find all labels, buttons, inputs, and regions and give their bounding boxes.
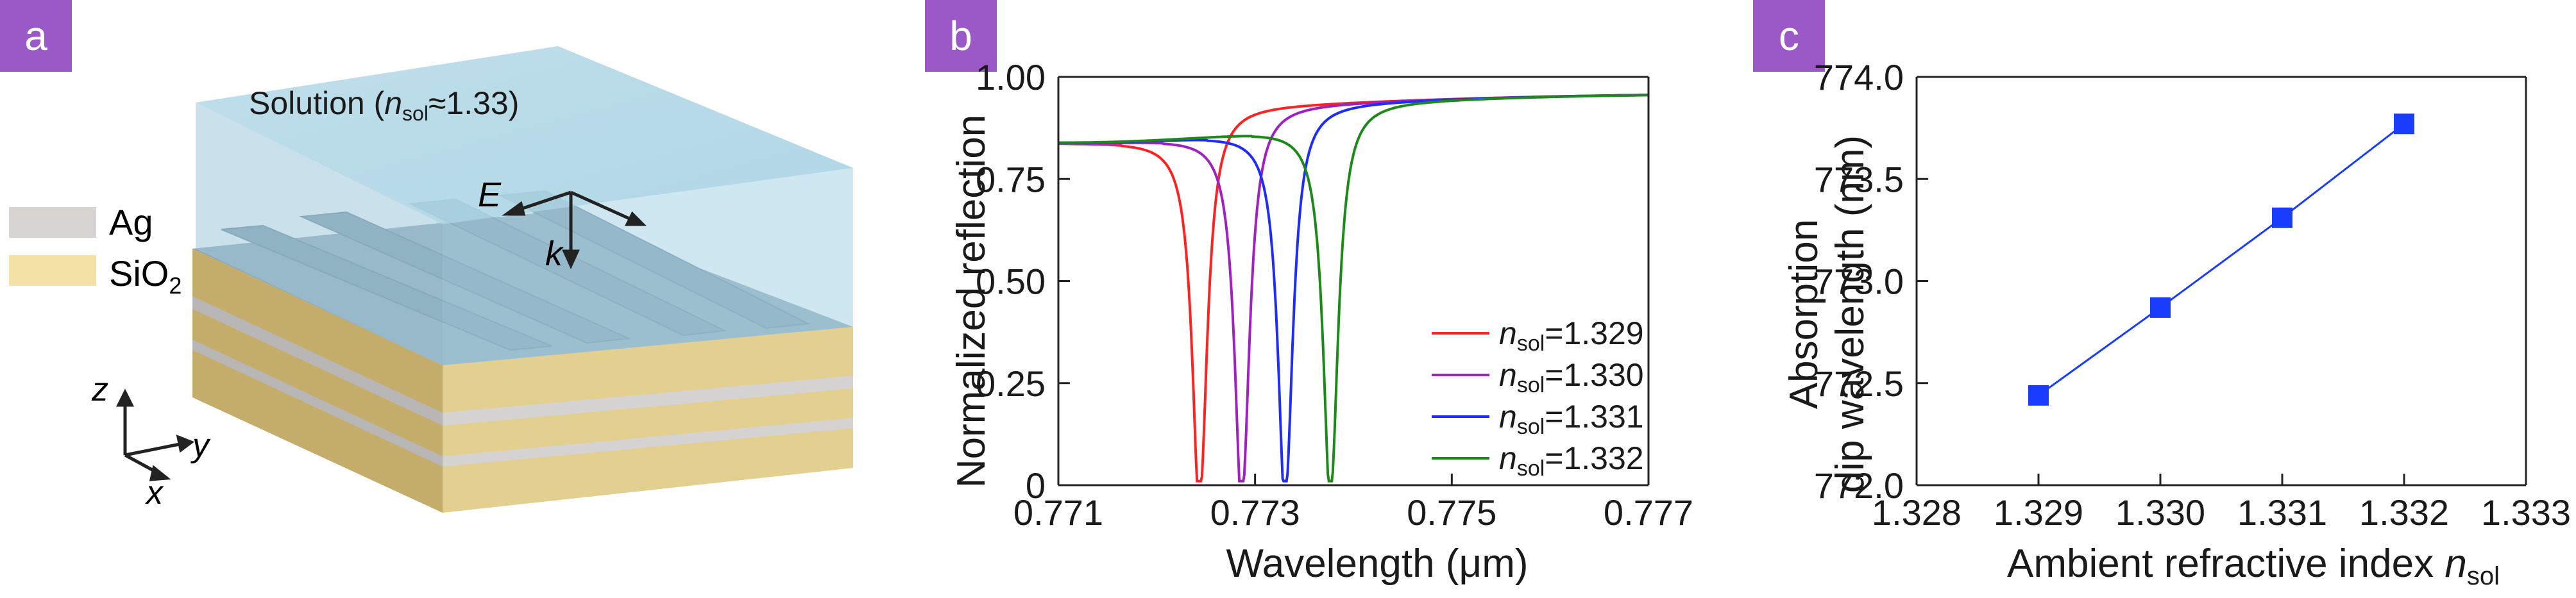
chart-c-point-1	[2028, 385, 2049, 406]
spectrum-line-4	[1058, 94, 1648, 483]
chart-b-ylabel: Normalized reflection	[949, 115, 994, 488]
ag-legend-label: Ag	[109, 202, 153, 242]
substrate-left-face	[192, 249, 443, 513]
panel-label-c: c	[1753, 0, 1825, 72]
ag-layer-right-2	[443, 418, 853, 467]
ag-layer-right	[443, 376, 853, 426]
solution-left-face	[196, 103, 443, 365]
chart-c-xtick-label-5: 1.333	[2481, 492, 2571, 533]
ag-layer-left-2	[192, 340, 443, 467]
ag-legend-swatch	[9, 207, 96, 238]
solution-label: Solution (nsol≈1.33)	[249, 85, 519, 125]
chart-b-xtick-label-3: 0.777	[1604, 492, 1693, 533]
dip-wavelength-chart: 1.328 1.329 1.330 1.331 1.332 1.333 772.0 772.5…	[1782, 57, 2571, 590]
chart-b-xtick-label-2: 0.775	[1407, 492, 1496, 533]
chart-c-xtick-label-3: 1.331	[2237, 492, 2327, 533]
ag-layer-left	[192, 296, 443, 426]
chart-b-ytick-label-4: 1.00	[976, 57, 1046, 97]
axis-y-label: y	[191, 427, 211, 464]
chart-c-ytick-label-3: 773.5	[1814, 159, 1904, 199]
chart-b-ytick-label-1: 0.25	[976, 363, 1046, 404]
chart-b-xtick-label-0: 0.771	[1013, 492, 1103, 533]
legend-label-2: nsol=1.330	[1499, 357, 1644, 397]
chart-c-trend-line	[2038, 123, 2405, 397]
reflection-spectra-chart: 0.771 0.773 0.775 0.777 0 0.25 0.50 0.75 1.00 nso…	[949, 57, 1693, 586]
solution-top	[196, 46, 853, 224]
chart-b-xlabel: Wavelength (μm)	[1226, 542, 1529, 586]
field-e-label: E	[478, 176, 502, 214]
chart-c-ytick-label-0: 772.0	[1814, 465, 1904, 506]
panel-label-b: b	[925, 0, 997, 72]
legend-label-1: nsol=1.329	[1499, 315, 1644, 356]
chart-c-xtick-label-4: 1.332	[2359, 492, 2449, 533]
panel-label-a: a	[0, 0, 72, 72]
chart-c-ytick-label-1: 772.5	[1814, 363, 1904, 404]
chart-c-point-2	[2150, 297, 2171, 318]
device-schematic: Solution (nsol≈1.33) E k Ag SiO2 z y x	[9, 46, 853, 513]
chart-c-ytick-label-4: 774.0	[1814, 57, 1904, 97]
coordinate-axes	[115, 388, 195, 481]
chart-b-xtick-label-1: 0.773	[1210, 492, 1300, 533]
chart-b-ytick-label-3: 0.75	[976, 159, 1046, 199]
chart-c-xlabel: Ambient refractive index nsol	[2007, 542, 2500, 590]
sio2-legend-label: SiO2	[109, 253, 182, 299]
chart-c-ylabel-line2: dip wavelength (nm)	[1828, 135, 1872, 493]
chart-c-xtick-label-2: 1.330	[2115, 492, 2205, 533]
chart-b-ytick-label-0: 0	[1026, 465, 1046, 506]
legend-label-3: nsol=1.331	[1499, 399, 1644, 439]
legend-label-4: nsol=1.332	[1499, 440, 1644, 481]
chart-c-xtick-label-1: 1.329	[1994, 492, 2083, 533]
chart-c-point-4	[2394, 113, 2414, 135]
chart-c-ytick-label-2: 773.0	[1814, 262, 1904, 302]
axis-x-label: x	[144, 474, 164, 511]
axis-z-label: z	[91, 371, 108, 408]
sio2-legend-swatch	[9, 255, 96, 286]
chart-c-point-3	[2272, 207, 2292, 228]
chart-c-ylabel-line1: Absorption	[1782, 219, 1826, 409]
chart-c-xtick-label-0: 1.328	[1872, 492, 1962, 533]
field-vectors	[502, 190, 647, 270]
solution-right-face	[443, 168, 853, 365]
substrate-right-face	[443, 327, 853, 513]
chart-b-ytick-label-2: 0.50	[976, 262, 1046, 302]
field-k-label: k	[545, 235, 564, 273]
